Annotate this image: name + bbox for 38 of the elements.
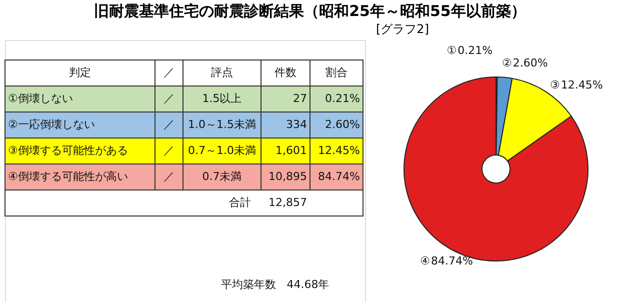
text: 12.45%: [318, 144, 360, 157]
text: ／: [164, 66, 174, 79]
text: 0.21%: [325, 92, 360, 105]
text: ／: [164, 144, 174, 157]
chart-title: [グラフ2]: [376, 22, 429, 36]
text: ④倒壊する可能性が高い: [8, 170, 128, 183]
data-label: 2.60%: [512, 56, 548, 70]
slice-label: ③: [550, 78, 560, 92]
text: 1.5以上: [202, 92, 242, 105]
text: 1.0～1.5未満: [188, 118, 256, 131]
text: 27: [293, 92, 307, 105]
text: 2.60%: [325, 118, 360, 131]
slice-label: ②: [502, 56, 512, 70]
text: 割合: [326, 66, 348, 79]
text: ①倒壊しない: [8, 92, 73, 105]
data-label: 84.74%: [431, 254, 473, 268]
text: 334: [286, 118, 307, 131]
text: 判定: [69, 66, 91, 79]
text: ／: [164, 92, 174, 105]
data-label: 0.21%: [458, 44, 493, 57]
text: 1,601: [276, 144, 307, 157]
data-label: 12.45%: [560, 78, 603, 92]
text: ③倒壊する可能性がある: [8, 144, 128, 157]
text: 平均築年数 44.68年: [220, 278, 330, 291]
text: 84.74%: [318, 170, 360, 183]
text: ②一応倒壊しない: [8, 118, 95, 131]
text: 合計: [229, 196, 251, 209]
text: 評点: [211, 66, 233, 79]
text: 0.7～1.0未満: [188, 144, 256, 157]
text: 12,857: [268, 196, 307, 209]
text: 件数: [274, 66, 296, 79]
text: 旧耐震基準住宅の耐震診断結果（昭和25年～昭和55年以前築）: [94, 2, 526, 20]
slice-label: ①: [446, 44, 457, 57]
text: 0.7未満: [202, 170, 242, 183]
slice-label: ④: [420, 254, 430, 268]
text: ／: [164, 118, 174, 131]
text: 10,895: [268, 170, 307, 183]
text: ／: [164, 170, 174, 183]
